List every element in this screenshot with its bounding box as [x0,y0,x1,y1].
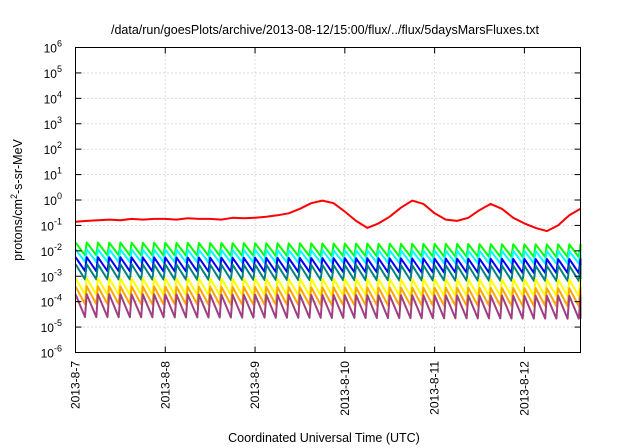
x-axis-label: Coordinated Universal Time (UTC) [228,431,420,445]
y-axis-label: protons/cm2-s-sr-MeV [9,138,25,260]
y-tick-label: 10-4 [41,293,62,310]
y-tick-base: 10 [44,143,58,157]
y-tick-base: 10 [44,194,58,208]
grid [75,47,581,353]
y-tick-exp: -4 [54,293,62,303]
y-tick-base: 10 [41,245,55,259]
y-tick-base: 10 [41,270,55,284]
y-tick-label: 10-6 [41,344,62,361]
chart-title: /data/run/goesPlots/archive/2013-08-12/1… [111,23,540,37]
y-tick-exp: -3 [54,267,62,277]
x-tick-label: 2013-8-11 [428,361,442,415]
y-tick-exp: -5 [54,318,62,328]
y-axis-label-post: -s-sr-MeV [11,138,25,194]
x-tick-label: 2013-8-7 [69,361,83,409]
y-tick-label: 102 [44,140,62,157]
y-tick-exp: 6 [57,39,62,49]
x-tick-label: 2013-8-9 [248,361,262,409]
y-tick-label: 10-2 [41,242,62,259]
y-axis-label-pre: protons/cm [11,199,25,261]
y-tick-label: 100 [44,191,62,208]
y-tick-label: 10-1 [41,216,62,233]
y-tick-label: 105 [44,64,62,81]
series-line-4 [74,263,582,282]
x-tick-label: 2013-8-10 [338,361,352,416]
y-tick-base: 10 [41,321,55,335]
series-line-7 [74,293,582,320]
y-tick-base: 10 [44,169,58,183]
y-tick-exp: 2 [57,140,62,150]
y-tick-exp: 0 [57,191,62,201]
y-tick-base: 10 [41,219,55,233]
series-line-0 [75,199,582,233]
x-axis-ticks: 2013-8-7 2013-8-8 2013-8-9 2013-8-10 2013-8-… [69,47,531,416]
y-tick-label: 10-3 [41,267,62,284]
y-tick-base: 10 [44,67,58,81]
y-tick-exp: -1 [54,216,62,226]
y-tick-exp: 5 [57,64,62,74]
y-tick-label: 101 [44,166,62,183]
y-axis-label-sup: 2 [9,194,19,199]
y-tick-base: 10 [44,118,58,132]
y-tick-base: 10 [44,92,58,106]
series-group [74,199,582,320]
y-tick-exp: -6 [54,344,62,354]
x-tick-label: 2013-8-8 [158,361,172,409]
y-tick-exp: 4 [57,89,62,99]
series-line-2 [74,248,582,265]
y-tick-base: 10 [41,296,55,310]
y-tick-exp: -2 [54,242,62,252]
y-axis-ticks: 10-610-510-410-310-210-11001011021031041… [41,39,581,361]
y-tick-base: 10 [41,347,55,361]
y-tick-label: 104 [44,89,62,106]
y-tick-exp: 1 [57,166,62,176]
y-tick-exp: 3 [57,115,62,125]
y-tick-label: 103 [44,115,62,132]
y-tick-base: 10 [44,42,58,56]
y-tick-label: 106 [44,39,62,56]
y-tick-label: 10-5 [41,318,62,335]
x-tick-label: 2013-8-12 [517,361,531,416]
